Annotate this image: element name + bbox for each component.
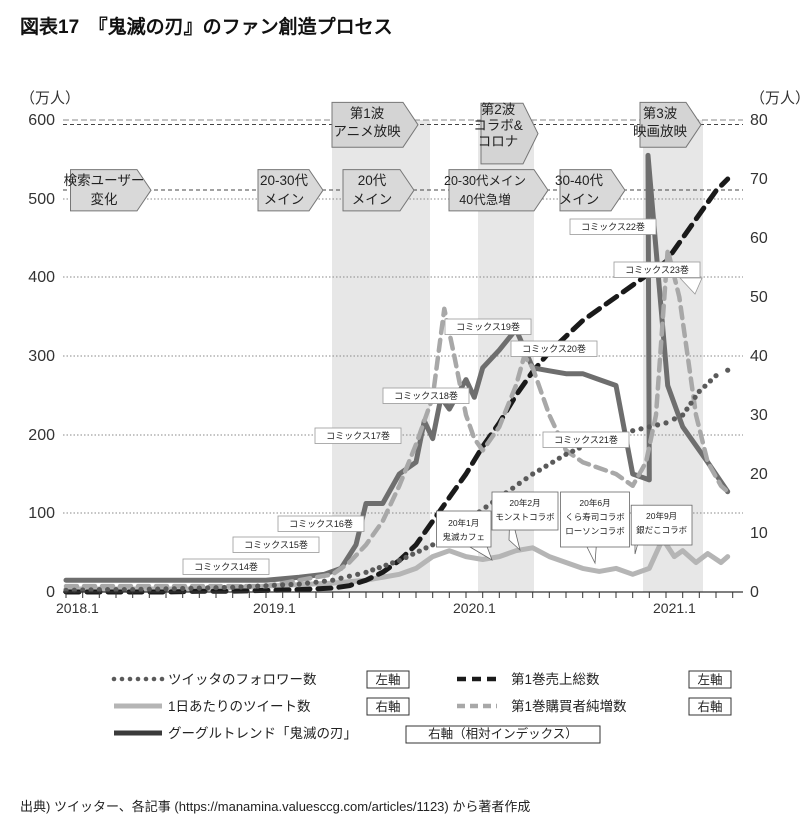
svg-text:60: 60 xyxy=(750,230,768,247)
svg-text:くら寿司コラボ: くら寿司コラボ xyxy=(565,512,625,522)
svg-text:鬼滅カフェ: 鬼滅カフェ xyxy=(442,532,485,542)
svg-text:20年2月: 20年2月 xyxy=(509,498,540,508)
svg-text:コミックス21巻: コミックス21巻 xyxy=(554,434,618,445)
svg-text:コミックス22巻: コミックス22巻 xyxy=(581,221,645,232)
svg-text:アニメ放映: アニメ放映 xyxy=(333,124,401,139)
svg-text:0: 0 xyxy=(46,584,55,601)
svg-text:コミックス15巻: コミックス15巻 xyxy=(244,539,308,550)
svg-text:2020.1: 2020.1 xyxy=(453,600,496,616)
svg-text:0: 0 xyxy=(750,584,759,601)
svg-text:コミックス20巻: コミックス20巻 xyxy=(522,343,586,354)
svg-text:80: 80 xyxy=(750,112,768,129)
svg-text:20-30代: 20-30代 xyxy=(260,173,309,188)
svg-text:モンストコラボ: モンストコラボ xyxy=(495,512,555,522)
svg-text:20年1月: 20年1月 xyxy=(448,518,479,528)
svg-text:ローソンコラボ: ローソンコラボ xyxy=(565,526,625,536)
svg-text:第1巻売上総数: 第1巻売上総数 xyxy=(511,671,600,687)
svg-text:右軸（相対インデックス）: 右軸（相対インデックス） xyxy=(428,726,578,741)
svg-text:600: 600 xyxy=(28,112,55,129)
svg-text:30-40代: 30-40代 xyxy=(555,173,604,188)
svg-text:40代急増: 40代急増 xyxy=(459,192,510,207)
svg-text:コロナ: コロナ xyxy=(478,134,519,149)
svg-text:コミックス14巻: コミックス14巻 xyxy=(194,561,258,572)
svg-text:20-30代メイン: 20-30代メイン xyxy=(444,174,526,188)
svg-text:コラボ&: コラボ& xyxy=(473,118,523,133)
svg-text:10: 10 xyxy=(750,525,768,542)
svg-text:メイン: メイン xyxy=(559,192,600,207)
svg-text:2018.1: 2018.1 xyxy=(56,600,99,616)
svg-text:第3波: 第3波 xyxy=(643,105,678,121)
svg-text:50: 50 xyxy=(750,289,768,306)
svg-text:右軸: 右軸 xyxy=(375,699,400,714)
svg-text:コミックス17巻: コミックス17巻 xyxy=(326,430,390,441)
svg-text:20代: 20代 xyxy=(358,173,387,188)
svg-text:30: 30 xyxy=(750,407,768,424)
svg-text:200: 200 xyxy=(28,427,55,444)
svg-text:1日あたりのツイート数: 1日あたりのツイート数 xyxy=(168,699,311,714)
svg-text:ツイッタのフォロワー数: ツイッタのフォロワー数 xyxy=(168,672,317,687)
svg-text:第1波: 第1波 xyxy=(350,105,385,121)
svg-text:左軸: 左軸 xyxy=(697,672,722,687)
svg-text:コミックス19巻: コミックス19巻 xyxy=(456,321,520,332)
svg-text:検索ユーザー: 検索ユーザー xyxy=(64,173,145,188)
svg-text:コミックス23巻: コミックス23巻 xyxy=(625,264,689,275)
svg-text:グーグルトレンド「鬼滅の刃」: グーグルトレンド「鬼滅の刃」 xyxy=(168,726,357,741)
svg-text:第2波: 第2波 xyxy=(481,101,516,117)
svg-text:コミックス16巻: コミックス16巻 xyxy=(289,518,353,529)
svg-text:100: 100 xyxy=(28,505,55,522)
svg-text:変化: 変化 xyxy=(91,191,118,207)
svg-text:（万人）: （万人） xyxy=(750,90,800,107)
svg-text:20年9月: 20年9月 xyxy=(646,511,677,521)
svg-text:メイン: メイン xyxy=(352,192,393,207)
svg-text:出典) ツイッター、各記事 (https://manamin: 出典) ツイッター、各記事 (https://manamina.valuescc… xyxy=(20,799,530,814)
svg-text:70: 70 xyxy=(750,171,768,188)
svg-text:2021.1: 2021.1 xyxy=(653,600,696,616)
svg-text:映画放映: 映画放映 xyxy=(633,124,687,139)
svg-text:20: 20 xyxy=(750,466,768,483)
svg-text:300: 300 xyxy=(28,348,55,365)
svg-text:（万人）: （万人） xyxy=(20,90,80,107)
svg-text:500: 500 xyxy=(28,191,55,208)
svg-text:左軸: 左軸 xyxy=(375,672,400,687)
svg-text:20年6月: 20年6月 xyxy=(579,498,610,508)
svg-text:2019.1: 2019.1 xyxy=(253,600,296,616)
svg-text:銀だこコラボ: 銀だこコラボ xyxy=(636,525,688,535)
svg-text:40: 40 xyxy=(750,348,768,365)
svg-text:400: 400 xyxy=(28,269,55,286)
svg-text:メイン: メイン xyxy=(264,192,305,207)
svg-text:右軸: 右軸 xyxy=(697,699,722,714)
svg-text:コミックス18巻: コミックス18巻 xyxy=(394,390,458,401)
svg-text:第1巻購買者純増数: 第1巻購買者純増数 xyxy=(511,698,627,714)
